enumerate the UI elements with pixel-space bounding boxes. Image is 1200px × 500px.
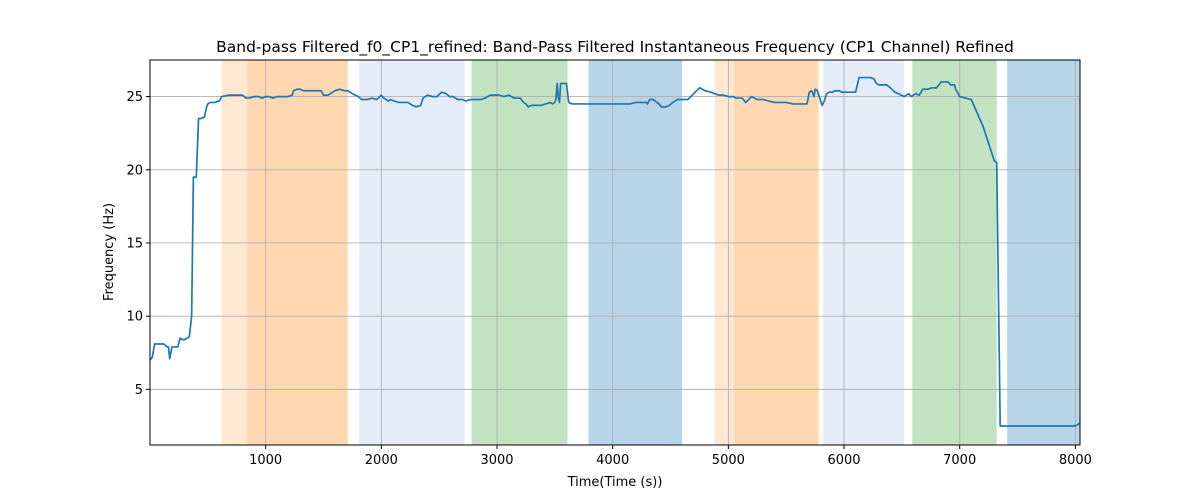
- x-tick-label-4000: 4000: [596, 453, 629, 468]
- x-tick-label-3000: 3000: [480, 453, 513, 468]
- shaded-region-8: [823, 60, 904, 445]
- shaded-region-1: [222, 60, 247, 445]
- y-tick-label-20: 20: [126, 163, 143, 178]
- x-tick-label-2000: 2000: [365, 453, 398, 468]
- y-tick-label-5: 5: [135, 383, 143, 398]
- x-tick-label-6000: 6000: [827, 453, 860, 468]
- chart-title: Band-pass Filtered_f0_CP1_refined: Band-…: [216, 38, 1014, 57]
- shaded-region-10: [1007, 60, 1080, 445]
- y-axis-label: Frequency (Hz): [102, 203, 117, 301]
- shaded-regions: [222, 60, 1080, 445]
- y-tick-label-25: 25: [126, 90, 143, 105]
- x-tick-label-7000: 7000: [943, 453, 976, 468]
- y-tick-label-15: 15: [126, 236, 143, 251]
- shaded-region-2: [247, 60, 348, 445]
- x-tick-label-1000: 1000: [249, 453, 282, 468]
- shaded-region-9: [912, 60, 996, 445]
- x-axis-label: Time(Time (s)): [567, 475, 663, 490]
- shaded-region-5: [588, 60, 682, 445]
- y-tick-label-10: 10: [126, 310, 143, 325]
- shaded-region-4: [472, 60, 568, 445]
- x-axis-ticks: 1000 2000 3000 4000 5000 6000 7000 8000: [249, 445, 1092, 468]
- shaded-region-6: [714, 60, 734, 445]
- shaded-region-7: [734, 60, 818, 445]
- shaded-region-3: [359, 60, 464, 445]
- x-tick-label-5000: 5000: [712, 453, 745, 468]
- x-tick-label-8000: 8000: [1059, 453, 1092, 468]
- y-axis-ticks: 5 10 15 20 25: [126, 90, 150, 398]
